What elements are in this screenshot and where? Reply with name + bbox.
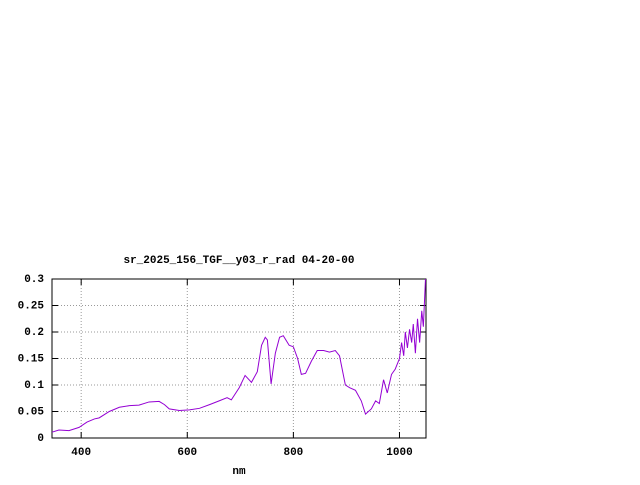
plot-frame <box>51 278 427 439</box>
y-tick-label: 0.2 <box>24 327 44 339</box>
chart-title: sr_2025_156_TGF__y03_r_rad 04-20-00 <box>123 255 354 267</box>
x-axis-label: nm <box>232 466 246 478</box>
y-tick-label: 0.25 <box>18 300 45 312</box>
y-tick-label: 0.05 <box>18 406 45 418</box>
x-tick-label: 1000 <box>386 447 412 459</box>
y-tick-label: 0.15 <box>18 353 45 365</box>
y-tick-label: 0.1 <box>24 380 44 392</box>
x-tick-label: 800 <box>283 447 303 459</box>
y-tick-label: 0 <box>37 433 44 445</box>
x-tick-label: 600 <box>177 447 197 459</box>
y-tick-label: 0.3 <box>24 274 44 286</box>
x-tick-label: 400 <box>71 447 91 459</box>
data-line <box>51 278 426 433</box>
